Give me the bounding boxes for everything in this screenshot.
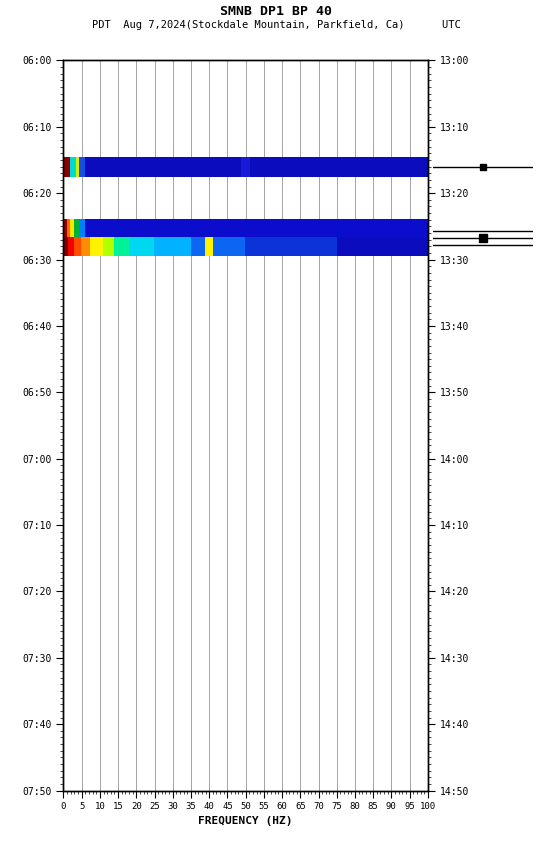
Text: PDT  Aug 7,2024(Stockdale Mountain, Parkfield, Ca)      UTC: PDT Aug 7,2024(Stockdale Mountain, Parkf… <box>92 20 460 30</box>
Text: SMNB DP1 BP 40: SMNB DP1 BP 40 <box>220 5 332 18</box>
X-axis label: FREQUENCY (HZ): FREQUENCY (HZ) <box>198 816 293 825</box>
